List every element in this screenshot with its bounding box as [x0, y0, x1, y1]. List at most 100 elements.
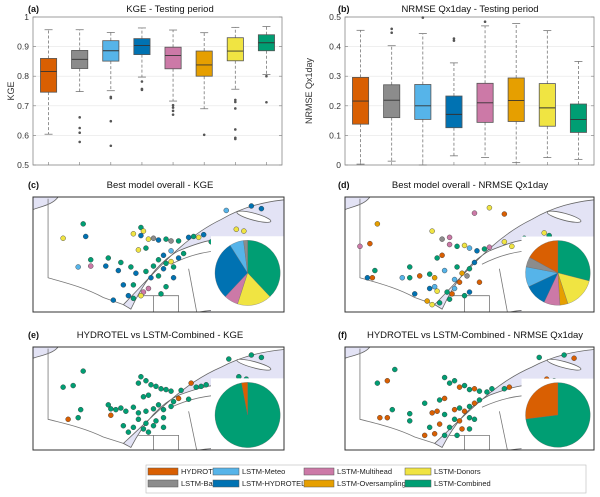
legend-label: LSTM-HYDROTEL: [242, 479, 305, 488]
ytick-label: 0.8: [17, 71, 29, 81]
state-border: [449, 434, 490, 450]
panel-label: (d): [338, 180, 350, 190]
outlier-point: [140, 80, 144, 83]
station-marker: [506, 384, 513, 390]
legend-label: LSTM-Multihead: [337, 467, 392, 476]
legend-swatch: [303, 467, 335, 476]
legend-swatch: [212, 467, 240, 476]
box-lstm-hydrotel: [133, 27, 151, 165]
station-marker: [501, 239, 508, 245]
station-marker: [436, 300, 443, 306]
station-marker: [466, 289, 473, 295]
station-marker: [118, 259, 124, 266]
station-marker: [170, 264, 177, 270]
station-marker: [158, 291, 164, 297]
pie-slice-lstm-hydrotel: [214, 245, 248, 297]
legend-swatch: [147, 467, 179, 476]
station-marker: [148, 275, 154, 281]
station-marker: [163, 236, 169, 242]
station-marker: [198, 383, 204, 390]
box-lstm-donors: [538, 30, 556, 165]
box-lstm-base: [71, 29, 89, 165]
station-marker: [175, 255, 182, 261]
station-marker: [160, 406, 167, 413]
outlier-point: [234, 107, 237, 110]
map-title: HYDROTEL vs LSTM-Combined - KGE: [77, 330, 243, 341]
station-marker: [241, 228, 247, 234]
outlier-point: [390, 31, 393, 34]
map-frame: [32, 196, 285, 313]
station-marker: [429, 410, 435, 416]
station-marker: [110, 297, 117, 303]
station-marker: [175, 238, 182, 244]
y-axis-label: KGE: [6, 81, 16, 100]
outlier-point: [109, 96, 113, 100]
station-marker: [138, 374, 144, 380]
outlier-point: [78, 131, 81, 135]
station-marker: [258, 205, 265, 212]
outlier-point: [234, 98, 237, 102]
station-marker: [439, 252, 445, 259]
legend-label: LSTM-Meteo: [242, 467, 285, 476]
station-marker: [120, 423, 127, 429]
station-marker: [120, 282, 127, 288]
station-marker: [372, 267, 378, 274]
station-marker: [75, 414, 81, 421]
station-marker: [155, 273, 162, 279]
station-marker: [486, 205, 493, 211]
station-marker: [70, 382, 76, 389]
station-marker: [130, 424, 137, 431]
station-marker: [143, 268, 149, 275]
axes-frame: [344, 16, 595, 166]
station-marker: [461, 242, 468, 249]
outlier-point: [265, 100, 268, 104]
station-marker: [434, 288, 440, 294]
station-marker: [441, 374, 448, 381]
station-marker: [459, 426, 465, 432]
station-marker: [125, 429, 132, 435]
station-marker: [60, 235, 66, 241]
ytick-label: 0.7: [17, 101, 29, 111]
ytick-label: 0.9: [17, 42, 29, 52]
legend-swatch: [212, 479, 240, 488]
station-marker: [168, 388, 174, 394]
station-marker: [451, 416, 458, 423]
outlier-point: [452, 39, 456, 42]
station-marker: [451, 276, 458, 283]
station-marker: [130, 404, 137, 410]
pie-slice-hydrotel: [529, 240, 559, 274]
panel-label: (f): [338, 330, 347, 340]
station-marker: [476, 397, 483, 403]
box-lstm-meteo: [414, 16, 432, 166]
station-marker: [461, 382, 468, 389]
box-iqr: [133, 38, 151, 55]
panel-b-boxplot-nrmse: 0 0.1 0.2 0.3 0.4 0.5 NRMSE Qx1day - Testing p…: [304, 4, 595, 170]
station-marker: [374, 221, 381, 227]
station-marker: [108, 412, 114, 418]
station-marker: [561, 352, 567, 358]
station-marker: [459, 270, 465, 276]
station-marker: [160, 424, 167, 431]
box-iqr: [226, 37, 244, 62]
station-marker: [466, 386, 473, 393]
station-marker: [464, 273, 470, 279]
station-marker: [446, 296, 453, 302]
box-hydrotel: [40, 29, 58, 165]
station-marker: [160, 266, 167, 272]
station-marker: [138, 232, 144, 239]
outlier-point: [171, 113, 175, 116]
legend-item-hydrotel: HYDROTEL: [147, 467, 222, 476]
station-marker: [377, 414, 383, 421]
box-iqr: [507, 77, 525, 122]
panel-e-map-hydrotel-vs-combined-kge: HYDROTEL vs LSTM-Combined - KGE (e): [28, 330, 285, 451]
legend-label: LSTM-Oversampling: [337, 479, 406, 488]
border-line: [359, 198, 435, 306]
station-marker: [160, 252, 167, 259]
station-marker: [65, 416, 71, 423]
map-canvas: [33, 197, 284, 312]
box-iqr: [195, 50, 213, 77]
station-marker: [407, 418, 413, 424]
legend-item-lstm-combined: LSTM-Combined: [404, 479, 491, 488]
legend: HYDROTEL LSTM-Base LSTM-Meteo LSTM-HYDROTEL…: [145, 464, 587, 494]
